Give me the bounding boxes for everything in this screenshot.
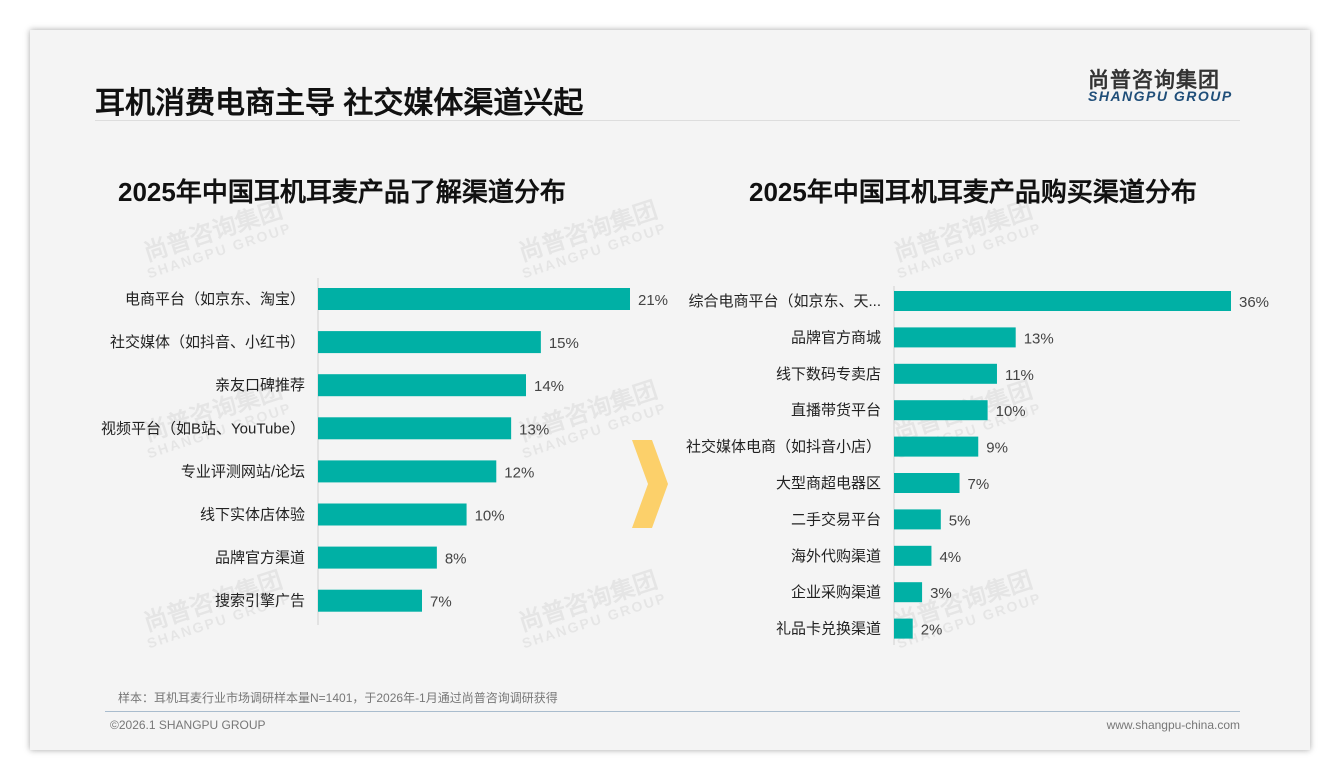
bar (894, 400, 988, 421)
category-label: 视频平台（如B站、YouTube） (101, 420, 305, 437)
bar (318, 288, 630, 310)
page-title: 耳机消费电商主导 社交媒体渠道兴起 (95, 87, 584, 120)
bar (318, 331, 541, 354)
category-label: 直播带货平台 (791, 402, 881, 419)
category-label: 社交媒体电商（如抖音小店） (686, 438, 881, 456)
category-label: 搜索引擎广告 (215, 593, 305, 610)
bar (894, 327, 1016, 348)
category-label: 社交媒体（如抖音、小红书） (110, 333, 305, 351)
value-label: 11% (1005, 367, 1034, 384)
chart-title-left: 2025年中国耳机耳麦产品了解渠道分布 (118, 177, 566, 207)
category-label: 综合电商平台（如京东、天... (688, 293, 881, 310)
chart-title-right: 2025年中国耳机耳麦产品购买渠道分布 (749, 177, 1197, 207)
bar (894, 291, 1231, 311)
category-label: 线下数码专卖店 (776, 366, 881, 383)
category-label: 线下实体店体验 (200, 507, 305, 524)
bar (318, 417, 512, 440)
value-label: 3% (930, 585, 952, 602)
value-label: 4% (939, 549, 961, 566)
category-label: 专业评测网站/论坛 (181, 463, 305, 480)
category-label: 礼品卡兑换渠道 (776, 621, 881, 638)
footer-divider (105, 711, 1240, 712)
value-label: 2% (921, 622, 943, 639)
category-label: 二手交易平台 (791, 510, 881, 528)
value-label: 7% (968, 476, 990, 493)
value-label: 7% (430, 594, 452, 611)
category-label: 品牌官方商城 (791, 329, 881, 346)
value-label: 14% (534, 378, 564, 395)
value-label: 5% (949, 512, 971, 529)
bar (318, 589, 422, 612)
value-label: 13% (1024, 330, 1054, 347)
bar (894, 582, 923, 603)
value-label: 13% (519, 421, 549, 438)
value-label: 10% (475, 508, 505, 525)
bar (894, 545, 932, 566)
sample-note: 样本：耳机耳麦行业市场调研样本量N=1401，于2026年-1月通过尚普咨询调研… (118, 691, 558, 705)
category-label: 大型商超电器区 (776, 475, 881, 492)
value-label: 12% (504, 464, 534, 481)
bar (894, 436, 979, 457)
logo-chinese: 尚普咨询集团 (1088, 69, 1220, 92)
logo-english: SHANGPU GROUP (1088, 88, 1233, 104)
bar (894, 618, 913, 639)
bar (318, 374, 526, 397)
category-label: 海外代购渠道 (791, 548, 881, 565)
bar (894, 363, 997, 384)
category-label: 企业采购渠道 (791, 583, 881, 601)
value-label: 10% (996, 403, 1026, 420)
category-label: 电商平台（如京东、淘宝） (125, 291, 305, 308)
value-label: 36% (1239, 294, 1269, 311)
slide: 耳机消费电商主导 社交媒体渠道兴起 尚普咨询集团 SHANGPU GROUP 2… (30, 30, 1310, 750)
bar (318, 546, 437, 569)
bar (894, 509, 941, 530)
bar (894, 473, 960, 493)
header-divider (95, 120, 1240, 121)
category-label: 品牌官方渠道 (215, 550, 305, 567)
bar (318, 503, 467, 526)
copyright: ©2026.1 SHANGPU GROUP (110, 718, 266, 732)
value-label: 15% (549, 335, 579, 352)
arrow-icon (632, 440, 668, 528)
value-label: 21% (638, 292, 668, 309)
value-label: 9% (986, 440, 1008, 457)
category-label: 亲友口碑推荐 (215, 377, 305, 394)
bar (318, 460, 497, 483)
value-label: 8% (445, 551, 467, 568)
website: www.shangpu-china.com (1106, 718, 1240, 732)
